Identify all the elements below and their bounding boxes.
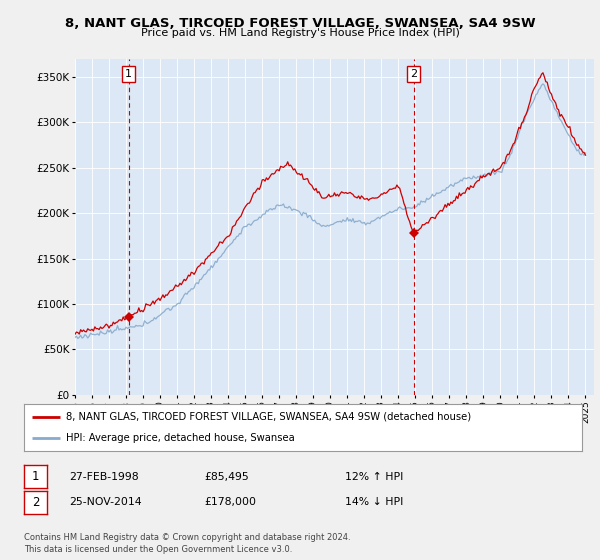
Text: 27-FEB-1998: 27-FEB-1998 [69, 472, 139, 482]
Text: HPI: Average price, detached house, Swansea: HPI: Average price, detached house, Swan… [66, 433, 295, 444]
Text: £85,495: £85,495 [204, 472, 249, 482]
Text: 2: 2 [410, 69, 417, 79]
Text: Price paid vs. HM Land Registry's House Price Index (HPI): Price paid vs. HM Land Registry's House … [140, 28, 460, 38]
Text: 8, NANT GLAS, TIRCOED FOREST VILLAGE, SWANSEA, SA4 9SW (detached house): 8, NANT GLAS, TIRCOED FOREST VILLAGE, SW… [66, 412, 471, 422]
Text: Contains HM Land Registry data © Crown copyright and database right 2024.
This d: Contains HM Land Registry data © Crown c… [24, 533, 350, 554]
Text: 2: 2 [32, 496, 39, 509]
Text: £178,000: £178,000 [204, 497, 256, 507]
Text: 8, NANT GLAS, TIRCOED FOREST VILLAGE, SWANSEA, SA4 9SW: 8, NANT GLAS, TIRCOED FOREST VILLAGE, SW… [65, 17, 535, 30]
Text: 1: 1 [32, 470, 39, 483]
Text: 1: 1 [125, 69, 132, 79]
Text: 12% ↑ HPI: 12% ↑ HPI [345, 472, 403, 482]
Text: 14% ↓ HPI: 14% ↓ HPI [345, 497, 403, 507]
Text: 25-NOV-2014: 25-NOV-2014 [69, 497, 142, 507]
